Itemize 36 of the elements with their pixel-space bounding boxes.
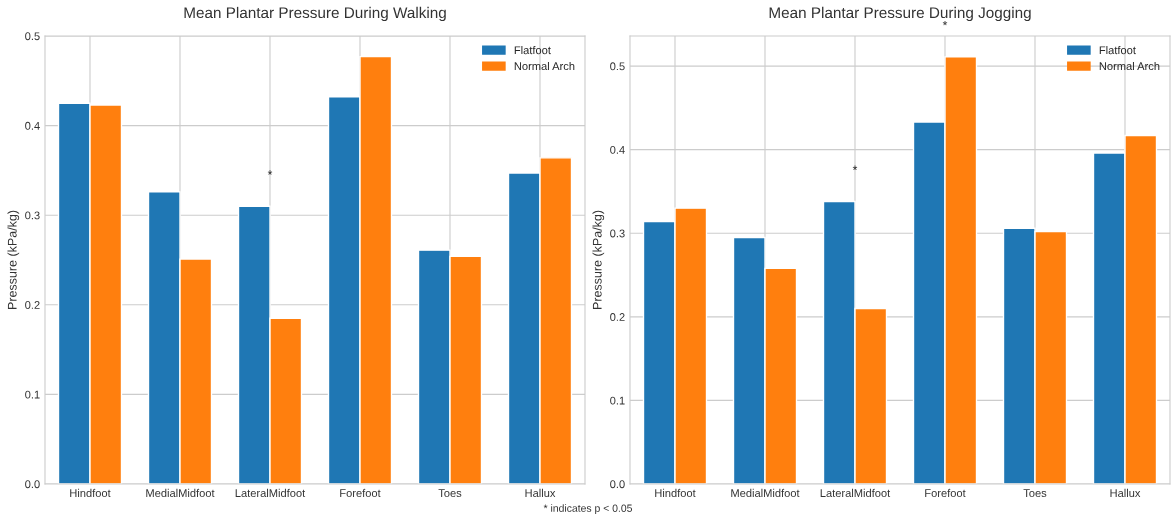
chart-title: Mean Plantar Pressure During Jogging [769, 6, 1031, 22]
annotation: * [942, 20, 948, 26]
x-tick-label: MedialMidfoot [146, 488, 215, 498]
x-tick-label: MedialMidfoot [731, 488, 800, 498]
y-axis-title: Pressure (kPa/kg) [7, 210, 20, 309]
legend-label: Normal Arch [1099, 61, 1160, 71]
y-tick-label: 0.5 [610, 62, 625, 71]
x-tick-label: Toes [438, 489, 462, 498]
y-tick-label: 0.0 [610, 480, 625, 489]
annotation: * [852, 165, 858, 170]
x-tick-label: LateralMidfoot [235, 488, 306, 498]
y-tick-label: 0.2 [25, 301, 40, 309]
y-tick-label: 0.3 [25, 211, 40, 220]
x-tick-label: Forefoot [340, 488, 381, 498]
y-tick-label: 0.4 [25, 121, 40, 130]
y-tick-label: 0.5 [25, 32, 40, 41]
y-tick-label: 0.1 [25, 390, 40, 399]
y-tick-label: 0.1 [610, 396, 625, 405]
x-tick-label: Hindfoot [70, 488, 111, 498]
y-tick-label: 0.2 [610, 313, 625, 321]
legend-label: Flatfoot [1099, 46, 1136, 55]
x-tick-label: Toes [1023, 489, 1047, 498]
y-axis-title: Pressure (kPa/kg) [592, 210, 605, 309]
x-tick-label: Hallux [525, 488, 556, 498]
x-tick-label: Hallux [1110, 488, 1141, 498]
x-tick-label: Hindfoot [655, 488, 696, 498]
chart-title: Mean Plantar Pressure During Walking [184, 6, 446, 22]
x-tick-label: LateralMidfoot [820, 488, 891, 498]
y-tick-label: 0.0 [25, 480, 40, 489]
legend-label: Flatfoot [514, 46, 551, 55]
text: * indicates p < 0.05 [543, 504, 633, 514]
legend-label: Normal Arch [514, 61, 575, 71]
annotation: * [267, 170, 273, 175]
x-tick-label: Forefoot [925, 488, 966, 498]
y-tick-label: 0.4 [610, 145, 625, 154]
y-tick-label: 0.3 [610, 229, 625, 238]
